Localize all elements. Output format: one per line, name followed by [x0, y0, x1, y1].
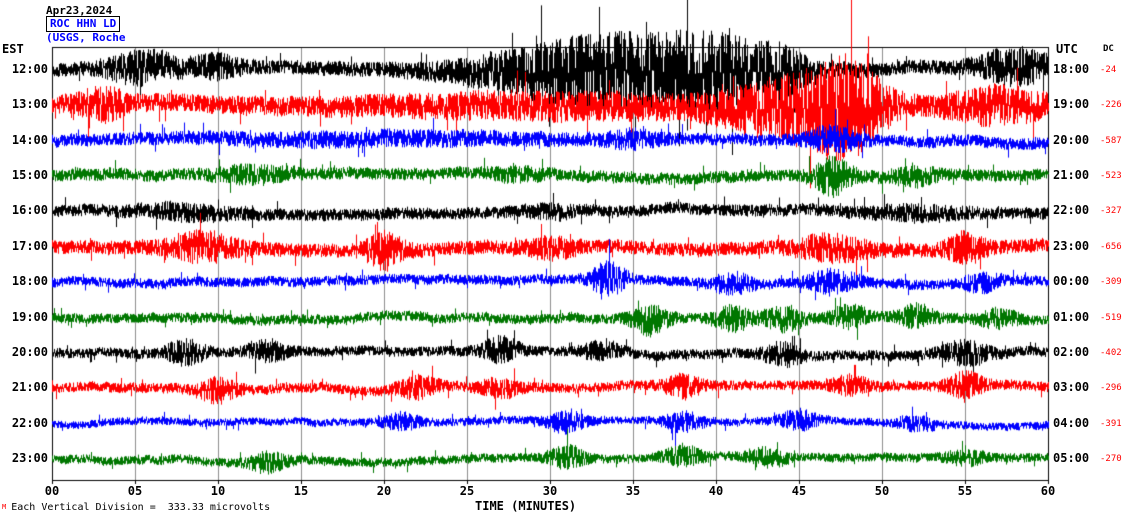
utc-time-label: 01:00	[1053, 309, 1090, 324]
utc-time-label: 23:00	[1053, 238, 1090, 253]
x-tick-label: 40	[708, 484, 724, 498]
scale-note: Each Vertical Division = 333.33 microvol…	[11, 502, 271, 513]
utc-time-label: 19:00	[1053, 97, 1090, 112]
dc-offset-value: -327	[1100, 206, 1122, 217]
dc-axis-label: DC	[1103, 44, 1114, 54]
red-mark-icon: M	[2, 503, 7, 511]
x-axis-title: TIME (MINUTES)	[475, 499, 577, 513]
est-time-label: 21:00	[11, 380, 48, 395]
utc-time-label: 22:00	[1053, 203, 1090, 218]
dc-offset-value: -296	[1100, 383, 1122, 394]
dc-offset-value: -309	[1100, 277, 1122, 288]
utc-axis-label: UTC	[1056, 42, 1078, 56]
dc-offset-value: -656	[1100, 241, 1122, 252]
dc-offset-value: -519	[1100, 312, 1122, 323]
utc-time-label: 00:00	[1053, 274, 1090, 289]
est-axis-label: EST	[2, 42, 24, 56]
utc-time-label: 21:00	[1053, 168, 1090, 183]
est-time-label: 17:00	[11, 238, 48, 253]
x-tick-label: 15	[293, 484, 309, 498]
dc-offset-value: -402	[1100, 347, 1122, 358]
est-time-label: 15:00	[11, 168, 48, 183]
x-tick-label: 30	[542, 484, 558, 498]
x-tick-label: 55	[957, 484, 973, 498]
x-tick-label: 60	[1040, 484, 1056, 498]
est-time-label: 23:00	[11, 451, 48, 465]
utc-time-label: 05:00	[1053, 451, 1090, 465]
utc-time-label: 03:00	[1053, 380, 1090, 395]
dc-offset-value: -270	[1100, 454, 1122, 464]
x-tick-label: 45	[791, 484, 807, 498]
x-tick-label: 35	[625, 484, 641, 498]
utc-time-label: 18:00	[1053, 62, 1090, 76]
est-time-label: 22:00	[11, 415, 48, 430]
est-time-label: 19:00	[11, 309, 48, 324]
utc-time-label: 20:00	[1053, 132, 1090, 147]
est-time-label: 20:00	[11, 344, 48, 359]
est-time-label: 14:00	[11, 132, 48, 147]
scale-note-row: M Each Vertical Division = 333.33 microvo…	[2, 502, 270, 513]
utc-time-label: 02:00	[1053, 344, 1090, 359]
est-time-label: 16:00	[11, 203, 48, 218]
dc-offset-value: -587	[1100, 135, 1122, 146]
x-tick-label: 25	[459, 484, 475, 498]
x-tick-label: 50	[874, 484, 890, 498]
est-time-label: 13:00	[11, 97, 48, 112]
x-tick-label: 00	[44, 484, 60, 498]
est-time-label: 18:00	[11, 274, 48, 289]
x-tick-label: 05	[127, 484, 143, 498]
dc-offset-value: -24	[1100, 65, 1117, 75]
x-tick-label: 20	[376, 484, 392, 498]
utc-time-label: 04:00	[1053, 415, 1090, 430]
est-time-label: 12:00	[11, 62, 48, 76]
dc-offset-value: -226	[1100, 100, 1122, 111]
dc-offset-value: -523	[1100, 171, 1122, 182]
dc-offset-value: -391	[1100, 418, 1122, 429]
x-tick-label: 10	[210, 484, 226, 498]
